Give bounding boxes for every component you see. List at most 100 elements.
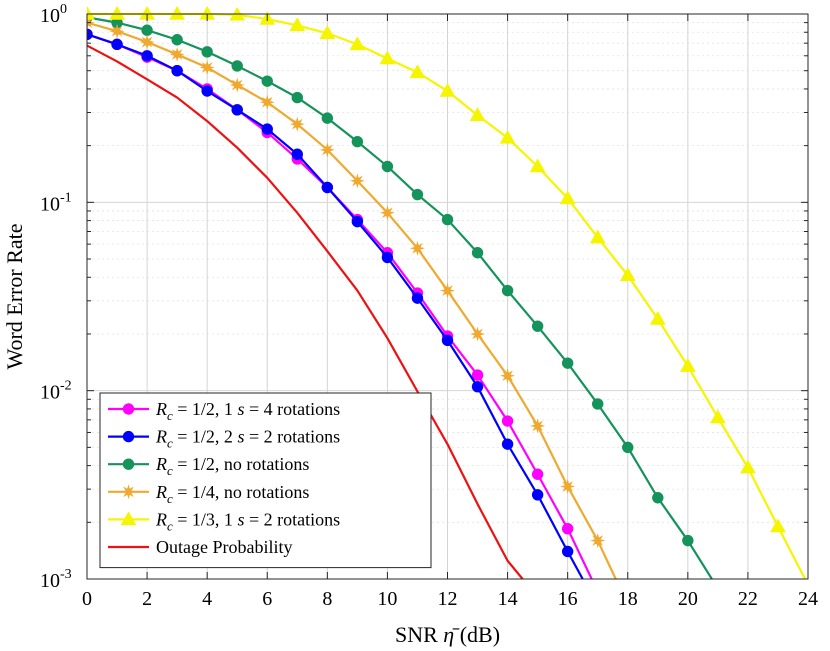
data-point: [111, 38, 123, 51]
data-point: [291, 148, 303, 160]
data-point: [470, 326, 486, 342]
data-point: [471, 369, 484, 381]
data-point: [652, 492, 664, 504]
data-point: [201, 85, 213, 97]
legend-swatch-marker: [122, 458, 135, 470]
data-point: [231, 60, 243, 72]
data-point: [261, 75, 273, 87]
data-point: [381, 160, 394, 173]
x-tick-label: 18: [618, 588, 638, 610]
data-point: [261, 123, 273, 135]
data-point: [679, 358, 696, 372]
data-point: [499, 129, 516, 144]
data-point: [501, 438, 514, 450]
legend-swatch-marker: [122, 403, 135, 415]
data-point: [379, 50, 396, 65]
legend-box: [99, 392, 432, 569]
data-point: [291, 91, 303, 104]
legend-entry: Rc = 1/2, 1 s = 4 rotations: [108, 399, 340, 423]
data-point: [471, 380, 484, 393]
data-point: [141, 50, 153, 62]
data-point: [770, 518, 786, 533]
data-point: [740, 459, 756, 474]
data-point: [500, 368, 516, 384]
data-point: [441, 334, 454, 347]
legend-entry: Rc = 1/2, 2 s = 2 rotations: [108, 427, 340, 451]
legend-entry: Rc = 1/2, no rotations: [108, 454, 309, 478]
data-point: [229, 77, 245, 93]
data-point: [592, 398, 604, 410]
series-layer: [87, 5, 806, 579]
data-point: [439, 283, 456, 299]
legend-label: Rc = 1/2, no rotations: [155, 454, 309, 478]
data-point: [351, 215, 364, 228]
data-point: [87, 5, 95, 20]
y-tick-label: 10-2: [40, 379, 72, 404]
data-point: [349, 36, 366, 51]
data-point: [622, 441, 634, 454]
legend-swatch-marker: [120, 484, 137, 500]
data-point: [379, 205, 395, 221]
x-tick-label: 0: [82, 588, 92, 610]
data-point: [561, 357, 574, 369]
series-line: [87, 44, 524, 579]
y-tick-label: 10-3: [40, 567, 72, 592]
legend-entry: Rc = 1/4, no rotations: [108, 482, 309, 506]
series-2: [87, 28, 584, 579]
data-point: [649, 311, 666, 325]
data-point: [109, 5, 125, 20]
series-6: [87, 44, 524, 579]
y-tick-label: 100: [40, 2, 67, 27]
data-point: [109, 23, 125, 39]
x-tick-label: 2: [142, 588, 152, 610]
x-tick-label: 6: [262, 588, 272, 610]
legend-label: Rc = 1/2, 1 s = 4 rotations: [155, 399, 340, 423]
x-tick-label: 10: [377, 588, 397, 610]
data-point: [319, 142, 335, 158]
legend-label: Rc = 1/3, 1 s = 2 rotations: [155, 509, 340, 533]
data-point: [321, 181, 334, 194]
series-4: [87, 15, 617, 579]
data-point: [411, 188, 424, 201]
data-point: [171, 34, 183, 46]
data-point: [289, 17, 306, 32]
data-point: [619, 267, 636, 282]
x-axis-title: SNR η̄ (dB): [395, 622, 500, 647]
x-tick-label: 20: [678, 588, 698, 610]
legend-swatch-marker: [122, 430, 135, 443]
data-point: [469, 107, 486, 121]
data-point: [441, 213, 454, 226]
data-point: [169, 46, 185, 62]
data-point: [349, 173, 365, 189]
legend-entry: Outage Probability: [108, 537, 292, 557]
data-point: [321, 112, 334, 124]
data-point: [559, 190, 576, 205]
x-tick-label: 22: [738, 588, 758, 610]
data-point: [351, 135, 364, 148]
data-point: [531, 320, 544, 332]
data-point: [682, 534, 694, 547]
data-point: [561, 545, 574, 558]
data-point: [530, 418, 546, 434]
data-point: [560, 478, 576, 494]
data-point: [531, 468, 544, 480]
data-point: [589, 229, 606, 244]
data-point: [231, 104, 243, 116]
data-point: [501, 284, 514, 297]
data-point: [201, 46, 213, 58]
data-point: [171, 64, 183, 77]
legend: Rc = 1/2, 1 s = 4 rotations Rc = 1/2, 2 s…: [99, 392, 432, 569]
data-point: [471, 247, 484, 259]
data-point: [409, 240, 425, 256]
series-line: [87, 16, 713, 579]
legend-label: Rc = 1/4, no rotations: [155, 482, 309, 506]
x-tick-label: 24: [798, 588, 818, 610]
x-tick-label: 12: [438, 588, 458, 610]
data-point: [259, 94, 275, 110]
data-point: [590, 533, 606, 549]
y-tick-label: 10-1: [40, 190, 72, 215]
data-point: [710, 409, 726, 424]
data-point: [501, 415, 514, 427]
legend-entry: Rc = 1/3, 1 s = 2 rotations: [108, 509, 340, 533]
